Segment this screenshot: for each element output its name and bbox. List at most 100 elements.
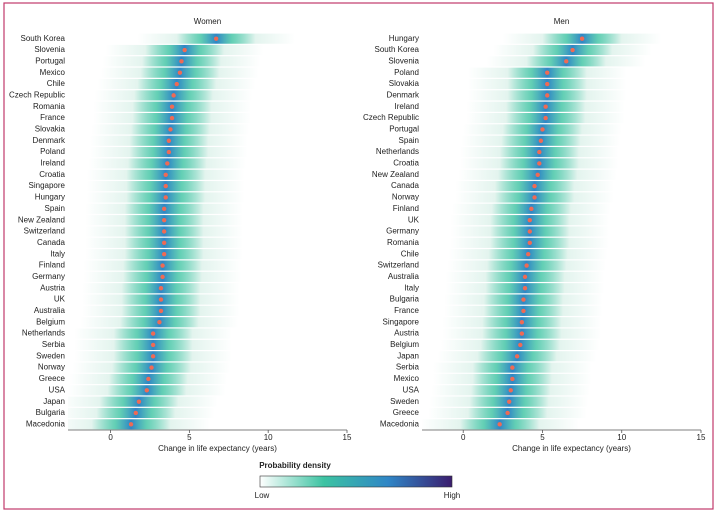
x-tick-label: 5: [540, 433, 545, 442]
country-label: Slovakia: [35, 125, 66, 134]
x-tick-label: 15: [343, 433, 352, 442]
density-strip: [422, 169, 701, 180]
country-label: Germany: [32, 272, 65, 281]
density-strip: [68, 203, 347, 214]
country-label: Greece: [393, 408, 420, 417]
density-strip: [422, 147, 701, 158]
point-estimate: [171, 93, 176, 98]
density-strip: [68, 33, 347, 44]
density-strip: [68, 56, 347, 67]
density-strip: [68, 339, 347, 350]
point-estimate: [514, 354, 520, 359]
point-estimate: [506, 399, 512, 404]
density-strip: [422, 101, 701, 112]
country-label: Portugal: [389, 125, 419, 134]
country-label: Ireland: [41, 159, 65, 168]
density-strip: [422, 385, 701, 396]
density-strip: [68, 373, 347, 385]
country-label: Hungary: [389, 34, 419, 43]
density-strip: [422, 113, 701, 124]
country-label: Bulgaria: [36, 408, 66, 417]
density-strip: [422, 237, 701, 248]
point-estimate: [158, 308, 164, 314]
country-label: Serbia: [42, 340, 66, 349]
point-estimate: [527, 240, 532, 246]
country-label: Italy: [404, 283, 419, 292]
point-estimate: [540, 127, 545, 132]
point-estimate: [497, 422, 502, 427]
x-axis-label: Change in life expectancy (years): [512, 444, 631, 453]
x-tick-label: 10: [264, 433, 273, 442]
density-strip: [422, 271, 701, 282]
country-label: Germany: [386, 227, 419, 236]
density-strip: [422, 124, 701, 135]
density-strip: [422, 226, 701, 237]
point-estimate: [213, 36, 219, 41]
country-label: Austria: [40, 283, 65, 292]
point-estimate: [526, 251, 531, 257]
country-label: USA: [403, 385, 420, 394]
panel-title: Men: [554, 17, 570, 26]
legend-high: High: [444, 491, 460, 500]
point-estimate: [160, 263, 165, 268]
point-estimate: [163, 183, 168, 189]
density-strip: [422, 44, 701, 56]
point-estimate: [524, 263, 529, 268]
country-label: Singapore: [29, 181, 66, 190]
point-estimate: [527, 217, 532, 223]
density-strip: [68, 124, 347, 135]
density-strip: [422, 351, 701, 362]
density-strip: [422, 407, 701, 419]
point-estimate: [545, 93, 550, 98]
density-strip: [68, 192, 347, 203]
point-estimate: [535, 172, 540, 177]
density-strip: [422, 249, 701, 260]
density-strip: [422, 203, 701, 214]
country-label: Spain: [45, 204, 65, 213]
density-strip: [68, 249, 347, 260]
country-label: Netherlands: [376, 147, 419, 156]
country-label: UK: [408, 215, 420, 224]
density-strip: [422, 339, 701, 350]
density-strip: [68, 260, 347, 271]
country-label: Sweden: [36, 351, 65, 360]
point-estimate: [545, 70, 550, 75]
x-tick-label: 10: [617, 433, 626, 442]
country-label: Mexico: [394, 374, 420, 383]
country-label: Norway: [392, 193, 419, 202]
density-strip: [422, 181, 701, 192]
country-label: Italy: [50, 249, 65, 258]
country-label: Macedonia: [380, 419, 420, 428]
point-estimate: [532, 183, 537, 189]
density-strip: [68, 407, 347, 419]
country-label: Sweden: [390, 397, 419, 406]
x-tick-label: 0: [108, 433, 113, 442]
point-estimate: [529, 206, 534, 212]
density-strip: [68, 147, 347, 158]
panel-title: Women: [194, 17, 221, 26]
point-estimate: [521, 308, 526, 314]
point-estimate: [518, 342, 523, 348]
country-label: Singapore: [383, 317, 420, 326]
country-label: Spain: [399, 136, 419, 145]
density-strip: [68, 44, 347, 56]
density-strip: [68, 90, 347, 101]
country-label: Serbia: [396, 363, 420, 372]
country-label: Japan: [43, 397, 65, 406]
point-estimate: [508, 388, 513, 393]
country-label: Macedonia: [26, 419, 66, 428]
density-strip: [68, 78, 347, 90]
country-label: New Zealand: [372, 170, 419, 179]
country-label: Australia: [34, 306, 66, 315]
density-strip: [68, 113, 347, 124]
point-estimate: [168, 127, 173, 132]
density-strip: [68, 283, 347, 294]
point-estimate: [519, 331, 525, 336]
country-label: Mexico: [40, 68, 66, 77]
point-estimate: [538, 138, 544, 143]
country-label: Czech Republic: [9, 90, 65, 99]
point-estimate: [564, 59, 569, 64]
density-strip: [422, 192, 701, 203]
country-label: Denmark: [387, 90, 420, 99]
